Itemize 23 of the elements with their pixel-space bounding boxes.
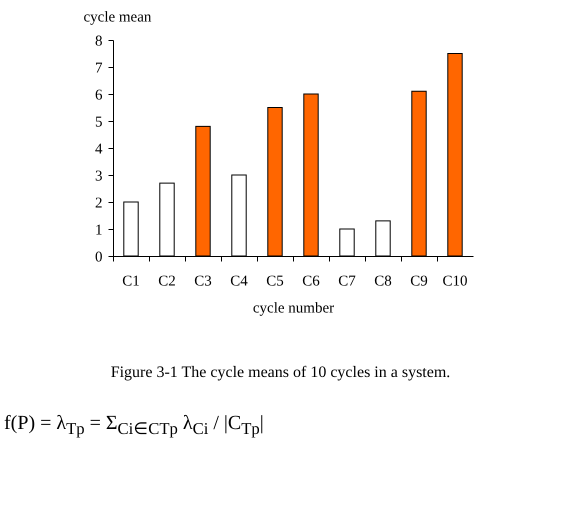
x-tick-label: C10	[442, 274, 468, 290]
y-tick-label: 1	[95, 222, 102, 238]
text: f(P) = λ$_{Tp}$ = Σ$_{Ci∈CTp}$ λ$_{Ci}$ / |C$_{Tp}$|	[4, 412, 264, 438]
x-tick-label: C1	[122, 274, 140, 290]
caption: Figure 3-1 The cycle means of 10 cycles in a system.	[110, 364, 452, 382]
x-tick-label: C6	[302, 274, 320, 290]
y-tick-label: 5	[95, 114, 102, 130]
y-tick-label: 6	[95, 88, 103, 104]
y-tick-label: 4	[95, 142, 103, 158]
y-tick-label: 8	[95, 34, 102, 50]
x-tick-label: C2	[158, 274, 176, 290]
x-tick-label: C3	[194, 274, 212, 290]
x-axis-title: cycle number	[252, 300, 334, 316]
y-tick-label: 7	[95, 60, 103, 76]
x-tick-label: C7	[338, 274, 356, 290]
y-axis-title: cycle mean	[84, 10, 152, 26]
x-tick-label: C4	[230, 274, 248, 290]
y-tick-label: 2	[95, 196, 102, 212]
x-tick-label: C9	[410, 274, 428, 290]
x-tick-label: C5	[266, 274, 284, 290]
y-tick-label: 0	[95, 250, 102, 266]
x-tick-label: C8	[374, 274, 392, 290]
y-tick-label: 3	[95, 168, 102, 184]
